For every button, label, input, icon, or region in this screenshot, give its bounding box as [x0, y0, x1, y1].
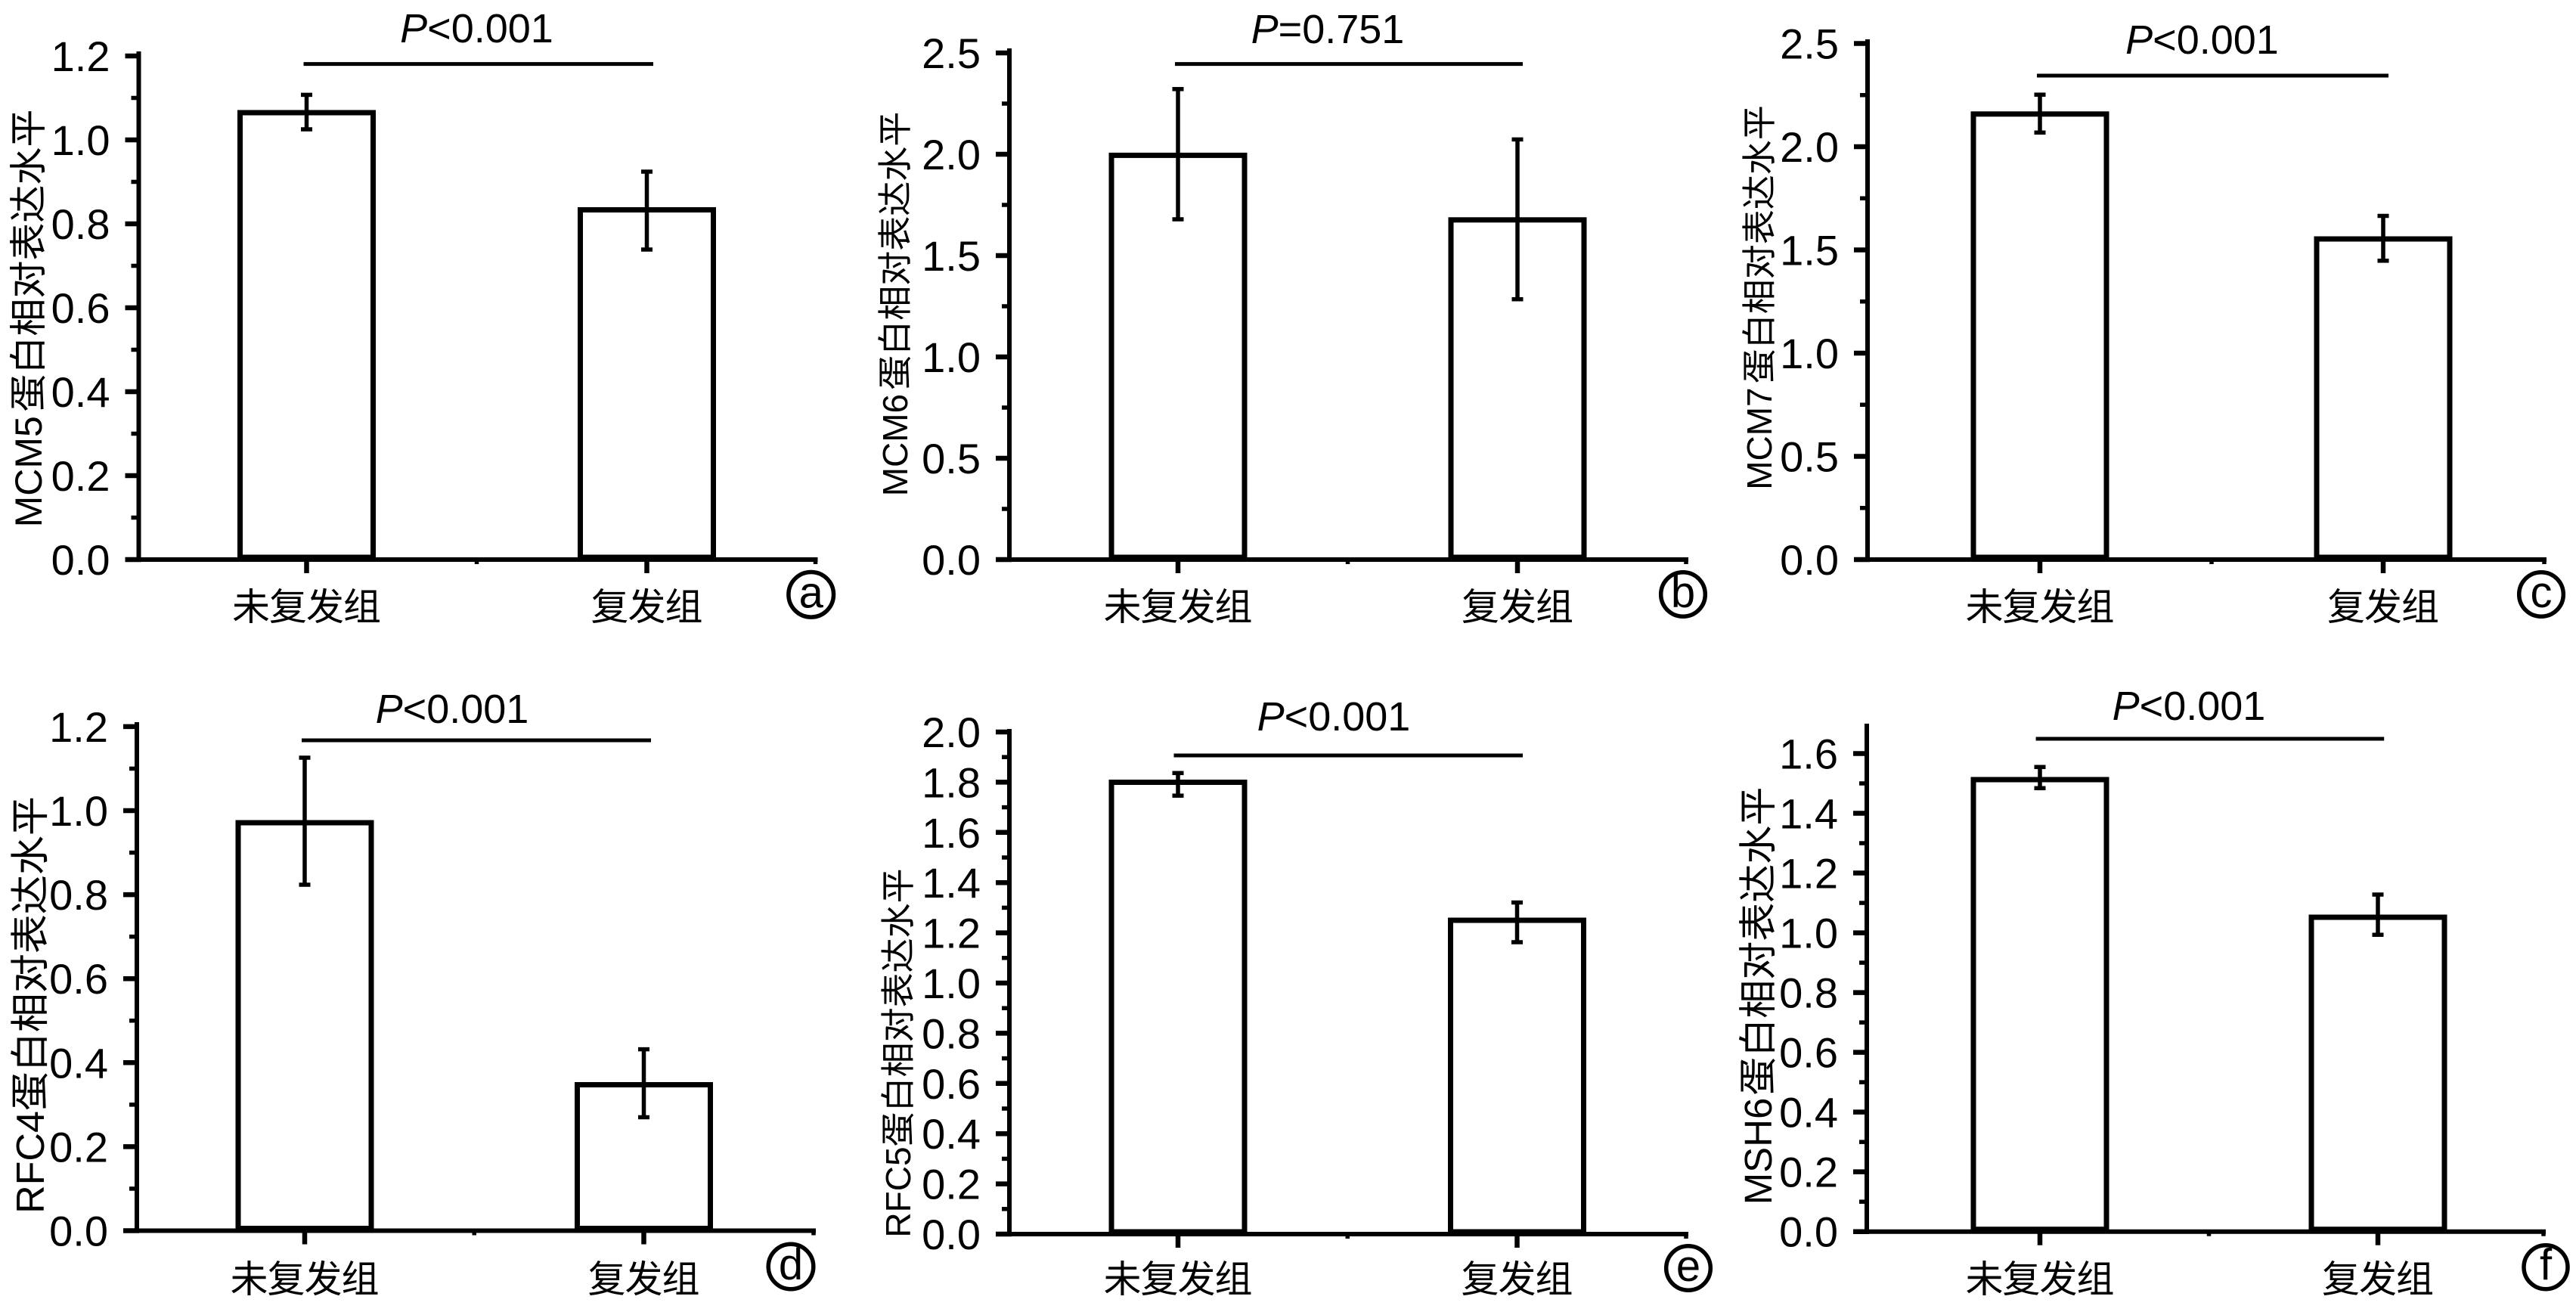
svg-text:1.6: 1.6 — [922, 809, 981, 857]
svg-text:0.8: 0.8 — [49, 871, 108, 919]
svg-text:0.0: 0.0 — [1779, 1208, 1838, 1256]
svg-text:1.5: 1.5 — [1780, 227, 1839, 274]
svg-text:P=0.751: P=0.751 — [1251, 7, 1405, 52]
svg-text:0.0: 0.0 — [922, 1211, 981, 1258]
svg-text:1.4: 1.4 — [922, 859, 981, 907]
svg-text:c: c — [2531, 568, 2553, 617]
svg-text:P<0.001: P<0.001 — [2113, 684, 2266, 729]
svg-text:0.6: 0.6 — [51, 284, 110, 332]
svg-text:2.0: 2.0 — [922, 709, 981, 756]
svg-text:d: d — [779, 1240, 803, 1289]
svg-text:0.5: 0.5 — [1780, 433, 1839, 481]
svg-text:1.0: 1.0 — [922, 333, 981, 381]
svg-text:0.6: 0.6 — [49, 955, 108, 1003]
svg-text:RFC5: RFC5 — [879, 1146, 918, 1237]
svg-text:1.4: 1.4 — [1779, 790, 1838, 838]
svg-text:0.4: 0.4 — [1779, 1089, 1838, 1137]
svg-text:1.0: 1.0 — [1780, 330, 1839, 377]
svg-text:a: a — [799, 568, 824, 617]
svg-text:P<0.001: P<0.001 — [376, 687, 529, 732]
svg-text:0.6: 0.6 — [1779, 1029, 1838, 1077]
svg-text:0.2: 0.2 — [922, 1161, 981, 1208]
svg-text:0.2: 0.2 — [1779, 1149, 1838, 1196]
svg-text:1.0: 1.0 — [922, 960, 981, 1007]
svg-text:0.4: 0.4 — [49, 1039, 108, 1087]
svg-text:2.5: 2.5 — [1780, 20, 1839, 68]
svg-text:1.2: 1.2 — [51, 33, 110, 80]
svg-text:1.0: 1.0 — [51, 116, 110, 164]
svg-text:1.2: 1.2 — [922, 910, 981, 957]
svg-text:0.8: 0.8 — [1779, 969, 1838, 1017]
svg-text:f: f — [2540, 1241, 2553, 1290]
svg-text:0.0: 0.0 — [1780, 536, 1839, 584]
svg-text:MCM5: MCM5 — [8, 416, 50, 527]
svg-text:1.8: 1.8 — [922, 758, 981, 806]
svg-text:1.2: 1.2 — [1779, 850, 1838, 898]
svg-text:0.2: 0.2 — [49, 1123, 108, 1171]
svg-text:0.0: 0.0 — [49, 1208, 108, 1255]
svg-text:0.0: 0.0 — [51, 536, 110, 584]
svg-text:2.0: 2.0 — [922, 131, 981, 178]
svg-text:b: b — [1671, 568, 1695, 617]
svg-text:1.0: 1.0 — [49, 787, 108, 835]
svg-text:2.0: 2.0 — [1780, 123, 1839, 171]
svg-text:2.5: 2.5 — [922, 29, 981, 77]
svg-text:1.5: 1.5 — [922, 232, 981, 280]
svg-text:P<0.001: P<0.001 — [2125, 17, 2279, 63]
svg-text:0.4: 0.4 — [922, 1110, 981, 1158]
svg-text:0.4: 0.4 — [51, 368, 110, 416]
svg-text:MCM6: MCM6 — [876, 394, 915, 496]
svg-text:RFC4: RFC4 — [9, 1111, 53, 1214]
svg-text:0.8: 0.8 — [922, 1010, 981, 1057]
svg-text:e: e — [1676, 1242, 1700, 1291]
svg-text:0.0: 0.0 — [922, 536, 981, 584]
svg-text:0.8: 0.8 — [51, 200, 110, 248]
svg-text:0.2: 0.2 — [51, 452, 110, 500]
svg-text:1.6: 1.6 — [1779, 730, 1838, 778]
svg-text:1.2: 1.2 — [49, 703, 108, 751]
svg-text:1.0: 1.0 — [1779, 910, 1838, 957]
svg-text:P<0.001: P<0.001 — [1257, 694, 1411, 740]
svg-text:P<0.001: P<0.001 — [400, 6, 553, 51]
svg-text:MSH6: MSH6 — [1737, 1098, 1780, 1205]
svg-text:0.5: 0.5 — [922, 435, 981, 482]
svg-text:0.6: 0.6 — [922, 1060, 981, 1108]
svg-text:MCM7: MCM7 — [1740, 387, 1779, 489]
